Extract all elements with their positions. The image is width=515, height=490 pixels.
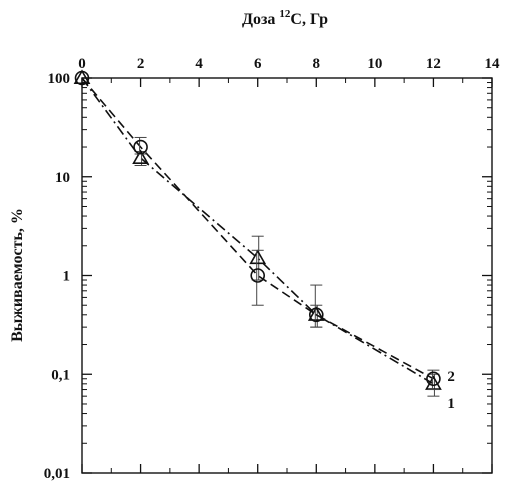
x-tick-label: 10 (367, 56, 382, 72)
y-tick-label: 0,01 (44, 466, 70, 482)
x-tick-label: 2 (137, 56, 145, 72)
series-layer: 12 (73, 69, 455, 412)
x-tick-label: 14 (485, 56, 501, 72)
data-point-circle (308, 307, 324, 323)
y-tick-label: 100 (48, 71, 71, 87)
x-tick-label: 12 (426, 56, 441, 72)
x-tick-label: 0 (78, 56, 86, 72)
y-axis-label: Выживаемость, % (9, 208, 26, 342)
series-1-label: 1 (447, 396, 455, 412)
x-tick-label: 6 (254, 56, 262, 72)
data-point-triangle (307, 306, 325, 321)
axis-ticks (81, 77, 493, 474)
data-point-triangle (73, 69, 91, 85)
series-2-label: 2 (447, 369, 455, 385)
y-tick-label: 10 (55, 170, 70, 186)
series-2-line (81, 77, 434, 380)
x-tick-label: 4 (195, 56, 203, 72)
data-point-circle (133, 139, 148, 155)
data-point-triangle (132, 149, 149, 165)
y-tick-label: 1 (63, 269, 71, 285)
data-point-circle (250, 268, 266, 283)
x-tick-label: 8 (313, 56, 321, 72)
data-point-triangle (249, 249, 267, 265)
series-1: 1 (73, 69, 455, 412)
series-1-line (81, 77, 434, 385)
data-point-circle (426, 371, 441, 387)
y-tick-label: 0,1 (51, 367, 70, 383)
chart-title: Доза 12C, Гр (242, 8, 328, 28)
data-point-circle (74, 70, 90, 86)
series-2: 2 (74, 70, 455, 391)
